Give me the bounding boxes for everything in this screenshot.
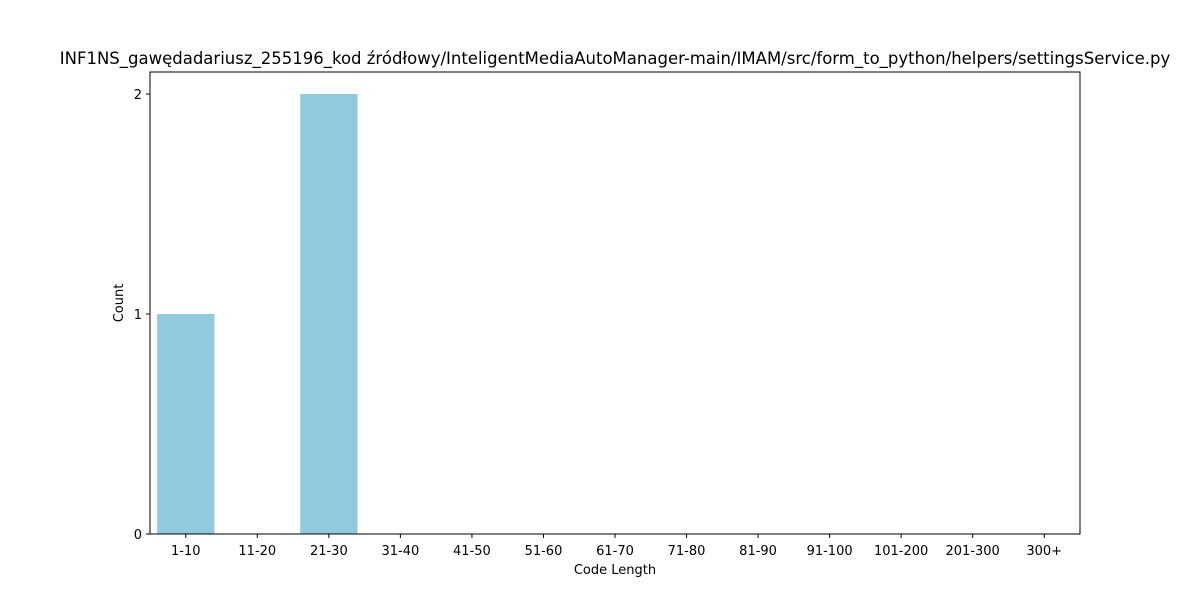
x-tick-label: 61-70 [596, 544, 634, 559]
x-tick-label: 300+ [1026, 544, 1062, 559]
bars-group [157, 94, 358, 534]
bar-1-10 [157, 314, 215, 534]
x-tick-label: 91-100 [807, 544, 853, 559]
x-tick-label: 201-300 [946, 544, 1000, 559]
x-ticks: 1-10 11-20 21-30 31-40 41-50 51-60 61-70 71-80 8… [171, 534, 1062, 559]
plot-frame [149, 71, 1081, 535]
x-tick-label: 71-80 [668, 544, 706, 559]
x-tick-label: 41-50 [453, 544, 491, 559]
chart-title: INF1NS_gawędadariusz_255196_kod źródłowy… [60, 49, 1171, 69]
x-tick-label: 101-200 [874, 544, 928, 559]
bar-21-30 [300, 94, 358, 534]
x-tick-label: 51-60 [525, 544, 563, 559]
x-tick-label: 11-20 [238, 544, 276, 559]
x-axis-label: Code Length [574, 563, 656, 578]
y-tick-label: 0 [134, 528, 142, 543]
x-tick-label: 31-40 [381, 544, 419, 559]
x-tick-label: 81-90 [739, 544, 777, 559]
x-tick-label: 1-10 [171, 544, 201, 559]
y-axis-label: Count [112, 284, 127, 323]
y-tick-label: 2 [134, 88, 142, 103]
x-tick-label: 21-30 [310, 544, 348, 559]
y-ticks: 0 1 2 [134, 88, 150, 543]
y-tick-label: 1 [134, 308, 142, 323]
